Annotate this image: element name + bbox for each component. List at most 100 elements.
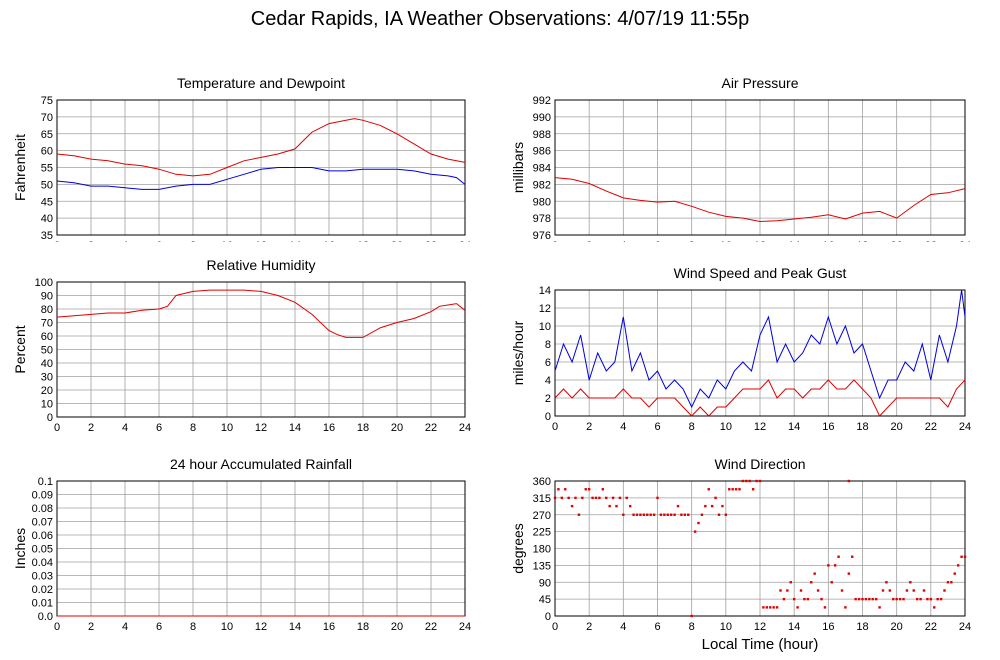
data-point: [840, 589, 844, 592]
data-point: [871, 597, 874, 601]
y-tick-label: 50: [41, 179, 53, 191]
x-tick-label: 18: [357, 621, 369, 633]
y-tick-label: 982: [533, 179, 551, 191]
data-point: [926, 597, 929, 601]
x-tick-label: 0: [54, 240, 60, 242]
data-point: [608, 504, 611, 508]
data-point: [635, 513, 639, 516]
data-point: [813, 572, 816, 575]
data-point: [854, 597, 857, 601]
x-tick-label: 20: [391, 422, 403, 434]
x-tick-label: 18: [357, 422, 369, 434]
data-point: [683, 513, 687, 516]
data-point: [806, 597, 810, 601]
data-point: [659, 513, 663, 516]
series-line-red: [56, 289, 466, 338]
y-tick-label: 0: [47, 412, 53, 424]
x-tick-label: 10: [720, 240, 732, 242]
data-point: [929, 597, 933, 601]
x-tick-label: 18: [856, 421, 868, 433]
x-tick-label: 14: [788, 421, 800, 433]
y-tick-label: 180: [533, 544, 551, 556]
data-point: [881, 589, 885, 592]
x-tick-label: 22: [925, 621, 937, 633]
chart-title: Wind Direction: [714, 456, 805, 472]
data-point: [741, 479, 745, 483]
page-title: Cedar Rapids, IA Weather Observations: 4…: [250, 8, 750, 30]
x-tick-label: 14: [289, 240, 301, 242]
y-tick-label: 0.1: [38, 476, 53, 488]
x-tick-label: 8: [190, 621, 196, 633]
series-line-blue: [56, 167, 466, 190]
data-point: [570, 504, 574, 508]
data-point: [803, 597, 806, 601]
x-tick-label: 20: [891, 421, 903, 433]
y-axis-label: Inches: [12, 528, 28, 569]
chart-title: Temperature and Dewpoint: [177, 75, 345, 91]
x-tick-label: 4: [620, 421, 626, 433]
data-point: [745, 479, 748, 483]
x-tick-label: 24: [959, 621, 971, 633]
data-point: [690, 614, 693, 618]
data-point: [605, 496, 608, 500]
x-tick-label: 0: [54, 621, 60, 633]
x-tick-label: 20: [391, 621, 403, 633]
data-point: [933, 606, 936, 609]
plot-frame: [554, 99, 966, 236]
y-tick-label: 0.04: [32, 557, 53, 569]
data-point: [666, 513, 669, 516]
x-tick-label: 22: [425, 621, 437, 633]
data-point: [587, 488, 591, 491]
data-point: [874, 597, 878, 601]
data-point: [953, 572, 956, 575]
x-tick-label: 0: [552, 421, 558, 433]
y-tick-label: 990: [533, 112, 551, 124]
y-tick-label: 14: [539, 285, 551, 297]
y-tick-label: 60: [41, 146, 53, 158]
data-point: [775, 606, 779, 609]
x-tick-label: 12: [255, 240, 267, 242]
x-tick-label: 22: [425, 422, 437, 434]
data-point: [676, 504, 680, 508]
x-tick-label: 10: [221, 621, 233, 633]
y-tick-label: 135: [533, 560, 551, 572]
x-tick-label: 6: [654, 421, 660, 433]
y-tick-label: 986: [533, 146, 551, 158]
x-axis-label: Local Time (hour): [701, 636, 819, 653]
y-axis-label: Percent: [12, 325, 28, 373]
data-point: [844, 606, 847, 609]
y-tick-label: 75: [41, 95, 53, 107]
x-tick-label: 16: [323, 240, 335, 242]
x-tick-label: 2: [88, 422, 94, 434]
y-tick-label: 50: [41, 345, 53, 357]
data-point: [912, 589, 915, 592]
x-tick-label: 14: [289, 422, 301, 434]
data-point: [868, 597, 871, 601]
data-point: [786, 589, 789, 592]
y-tick-label: 976: [533, 230, 551, 242]
x-tick-label: 8: [689, 621, 695, 633]
x-tick-label: 4: [122, 240, 128, 242]
x-tick-label: 2: [88, 621, 94, 633]
data-point: [724, 513, 728, 516]
x-tick-label: 18: [856, 621, 868, 633]
y-axis-label: millibars: [510, 142, 526, 193]
data-point: [810, 581, 813, 584]
data-point: [936, 597, 939, 601]
data-point: [601, 488, 605, 491]
x-tick-label: 20: [891, 240, 903, 242]
data-point: [758, 479, 762, 483]
data-point: [772, 606, 775, 609]
y-tick-label: 80: [41, 304, 53, 316]
x-tick-label: 6: [156, 240, 162, 242]
data-point: [731, 488, 734, 491]
data-point: [693, 530, 697, 533]
data-point: [642, 513, 646, 516]
y-tick-label: 0.08: [32, 503, 53, 515]
data-point: [816, 589, 820, 592]
x-tick-label: 20: [891, 621, 903, 633]
chart-title: 24 hour Accumulated Rainfall: [170, 456, 352, 472]
data-point: [628, 504, 632, 508]
data-point: [895, 597, 898, 601]
data-point: [755, 479, 758, 483]
